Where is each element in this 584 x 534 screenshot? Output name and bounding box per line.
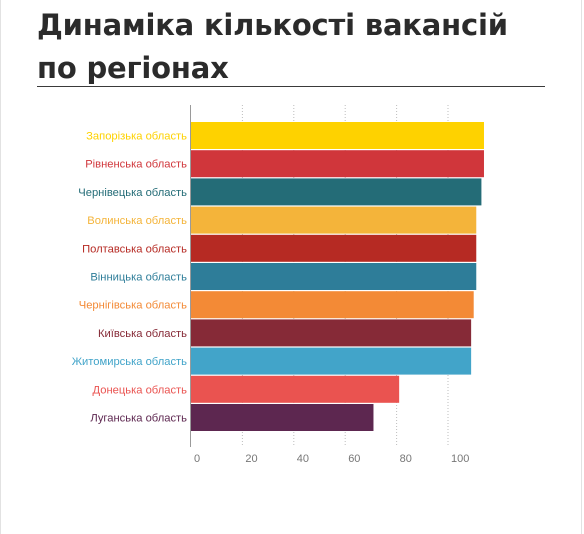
bar-11 [191, 404, 374, 431]
category-label: Запорізька область [86, 131, 187, 143]
x-tick-label: 40 [297, 453, 309, 465]
bar-9 [191, 347, 472, 375]
bar-10 [191, 375, 400, 403]
category-label: Волинська область [87, 215, 187, 227]
title-underline [37, 86, 545, 87]
x-tick-label: 0 [194, 453, 200, 465]
category-label: Вінницька область [90, 272, 187, 284]
x-tick-label: 80 [400, 453, 412, 465]
category-label: Чернівецька область [78, 187, 187, 199]
bar-7 [191, 291, 474, 319]
bar-2 [191, 150, 484, 178]
category-label: Житомирська область [72, 356, 187, 368]
x-tick-label: 100 [451, 453, 469, 465]
bar-chart: Запорізька область Рівненська область Черн… [72, 105, 484, 465]
chart-title: Динаміка кількості вакансій по регіонах [37, 8, 508, 85]
bar-1 [191, 122, 484, 149]
category-label: Рівненська область [85, 159, 187, 171]
bar-8 [191, 319, 472, 347]
category-label: Луганська область [90, 413, 187, 425]
bar-6 [191, 263, 477, 290]
bar-5 [191, 234, 477, 262]
bar-3 [191, 178, 482, 206]
bar-4 [191, 206, 477, 234]
category-label: Чернігівська область [79, 300, 187, 312]
x-tick-label: 60 [348, 453, 360, 465]
category-label: Донецька область [93, 384, 188, 396]
category-label: Київська область [98, 328, 187, 340]
x-tick-label: 20 [245, 453, 257, 465]
category-label: Полтавська область [82, 243, 187, 255]
